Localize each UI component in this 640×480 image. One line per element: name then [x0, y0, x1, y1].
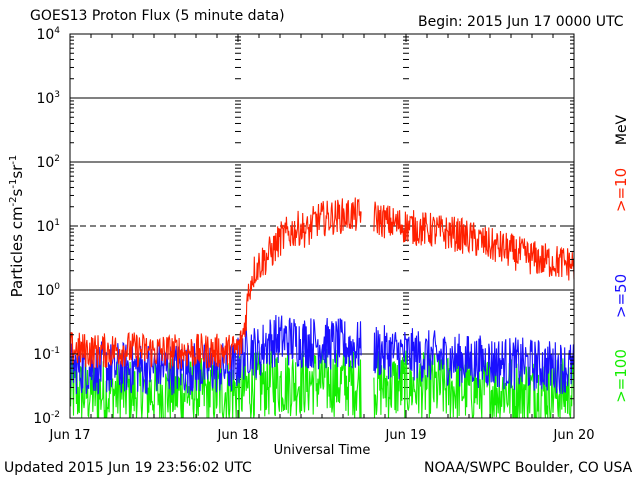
updated-timestamp: Updated 2015 Jun 19 23:56:02 UTC: [4, 460, 252, 476]
series-line-ge10: [373, 201, 575, 281]
legend-ge100: >=100: [612, 349, 630, 403]
y-tick-label: 10-1: [33, 346, 60, 363]
x-tick-label: Jun 20: [553, 428, 595, 443]
y-tick-label: 100: [36, 282, 60, 299]
chart-title: GOES13 Proton Flux (5 minute data): [30, 8, 285, 24]
data-credit: NOAA/SWPC Boulder, CO USA: [424, 460, 633, 476]
x-tick-label: Jun 18: [217, 428, 259, 443]
mev-unit-label: MeV: [614, 114, 630, 145]
y-tick-label: 102: [36, 154, 60, 171]
x-axis-label: Universal Time: [274, 443, 371, 458]
series-line-ge10: [69, 197, 362, 370]
x-tick-label: Jun 19: [385, 428, 427, 443]
y-tick-label: 104: [36, 26, 60, 43]
y-tick-label: 103: [36, 90, 60, 107]
axis-layer: [69, 33, 575, 419]
begin-time: Begin: 2015 Jun 17 0000 UTC: [418, 14, 624, 30]
series-line-ge50: [373, 325, 575, 394]
legend-ge10: >=10: [612, 168, 630, 212]
y-tick-label: 10-2: [33, 410, 60, 427]
y-axis-label: Particles cm-2s-1sr-1: [8, 155, 26, 298]
legend-ge50: >=50: [612, 274, 630, 318]
y-tick-label: 101: [36, 218, 60, 235]
x-tick-label: Jun 17: [49, 428, 91, 443]
label-layer: Universal Time Particles cm-2s-1sr-1 MeV…: [8, 26, 630, 458]
series-layer: [69, 197, 575, 419]
